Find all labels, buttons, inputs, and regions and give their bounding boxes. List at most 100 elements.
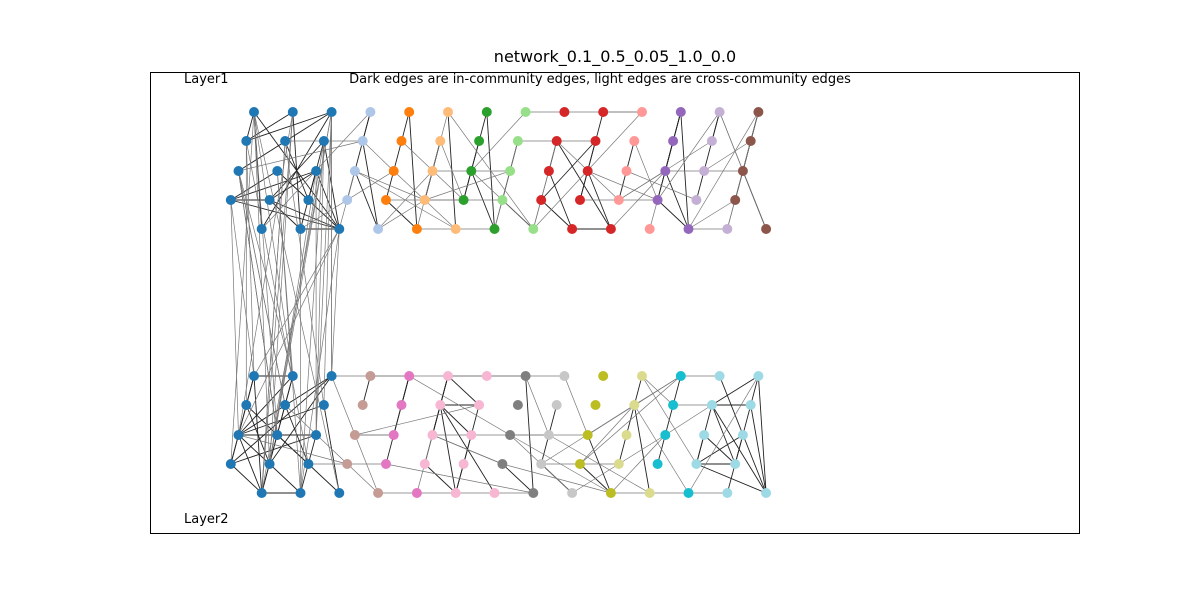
network-node [342, 195, 353, 205]
in-community-edge [439, 404, 472, 436]
inter-layer-edge [269, 111, 332, 465]
network-node [621, 166, 632, 176]
network-node [714, 371, 725, 381]
in-community-edge [540, 199, 573, 230]
network-node [419, 459, 430, 469]
in-community-edge [385, 375, 410, 465]
cross-community-edge [618, 434, 666, 465]
cross-community-edge [634, 404, 689, 494]
network-node [388, 430, 399, 440]
network-node [699, 166, 710, 176]
cross-community-edge [471, 111, 526, 172]
network-node [675, 107, 686, 117]
cross-community-edge [377, 199, 425, 230]
in-community-edge [246, 111, 294, 142]
network-node [295, 488, 306, 498]
cross-community-edge [688, 375, 759, 494]
network-node [450, 224, 461, 234]
figure-title: network_0.1_0.5_0.05_1.0_0.0 [493, 47, 737, 66]
network-node [249, 107, 259, 117]
cross-community-edge [641, 375, 697, 465]
figure-subtitle: Dark edges are in-community edges, light… [349, 72, 851, 87]
network-node [295, 224, 306, 234]
network-node [474, 400, 485, 410]
network-node [722, 224, 733, 234]
network-node [466, 430, 477, 440]
in-community-edge [408, 111, 418, 230]
cross-community-edge [688, 199, 736, 230]
inter-layer-edge [300, 228, 340, 494]
cross-community-edge [688, 111, 759, 230]
network-node [481, 371, 492, 381]
network-node [559, 371, 570, 381]
cross-community-edge [719, 111, 744, 172]
cross-community-edge [409, 375, 511, 436]
network-node [613, 459, 624, 469]
layer2-label: Layer2 [184, 512, 229, 527]
network-node [349, 166, 360, 176]
node-layer [225, 107, 772, 498]
network-node [280, 136, 291, 146]
network-node [512, 136, 523, 146]
cross-community-edge [633, 140, 658, 201]
cross-community-edge [354, 404, 480, 436]
inter-layer-edge [323, 111, 332, 406]
network-node [737, 430, 748, 440]
network-node [458, 459, 469, 469]
network-node [489, 224, 500, 234]
network-node [605, 224, 616, 234]
network-node [326, 107, 337, 117]
in-community-edge [734, 375, 759, 465]
network-node [637, 107, 647, 117]
in-community-edge [238, 375, 294, 436]
inter-layer-edge [253, 111, 294, 377]
cross-community-edge [579, 404, 635, 465]
network-node [730, 459, 741, 469]
network-node [311, 430, 322, 440]
network-node [575, 195, 585, 205]
network-node [404, 371, 415, 381]
in-community-edge [525, 375, 534, 494]
inter-layer-edge [269, 140, 325, 465]
network-node [365, 371, 376, 381]
network-node [567, 224, 578, 234]
network-node [745, 400, 756, 410]
network-node [342, 459, 353, 469]
in-community-edge [664, 170, 689, 230]
network-node [280, 400, 291, 410]
network-node [481, 107, 492, 117]
network-node [644, 224, 655, 234]
in-community-edge [307, 170, 317, 201]
cross-community-edge [564, 375, 589, 436]
network-node [737, 166, 748, 176]
network-node [241, 400, 252, 410]
in-community-edge [245, 111, 255, 142]
in-community-edge [230, 170, 278, 201]
inter-layer-edge [284, 140, 325, 406]
cross-community-edge [354, 170, 425, 201]
network-node [567, 488, 578, 498]
network-node [357, 136, 368, 146]
network-node [660, 430, 671, 440]
network-node [435, 400, 446, 410]
in-community-edge [657, 199, 689, 230]
in-community-edge [470, 404, 480, 436]
network-node [241, 136, 252, 146]
inter-layer-edge [269, 111, 294, 465]
network-node [590, 400, 601, 410]
in-community-edge [362, 375, 371, 406]
network-node [443, 371, 453, 381]
in-community-edge [695, 434, 705, 465]
in-community-edge [439, 404, 457, 494]
network-node [443, 107, 453, 117]
cross-community-edge [634, 375, 681, 406]
inter-layer-edge [230, 199, 239, 436]
network-node [450, 488, 461, 498]
network-node [381, 195, 391, 205]
network-node [225, 459, 236, 469]
network-node [637, 371, 647, 381]
network-node [582, 430, 593, 440]
in-community-edge [230, 463, 263, 494]
cross-community-edge [238, 434, 348, 465]
network-node [559, 107, 570, 117]
